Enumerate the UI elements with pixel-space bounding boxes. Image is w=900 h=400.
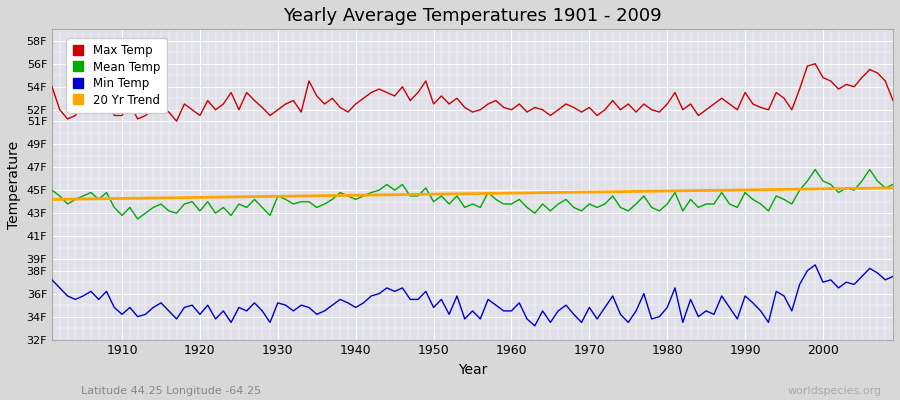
Text: worldspecies.org: worldspecies.org bbox=[788, 386, 882, 396]
X-axis label: Year: Year bbox=[458, 363, 487, 377]
Legend: Max Temp, Mean Temp, Min Temp, 20 Yr Trend: Max Temp, Mean Temp, Min Temp, 20 Yr Tre… bbox=[67, 38, 166, 113]
Title: Yearly Average Temperatures 1901 - 2009: Yearly Average Temperatures 1901 - 2009 bbox=[284, 7, 662, 25]
Text: Latitude 44.25 Longitude -64.25: Latitude 44.25 Longitude -64.25 bbox=[81, 386, 261, 396]
Y-axis label: Temperature: Temperature bbox=[7, 140, 21, 228]
